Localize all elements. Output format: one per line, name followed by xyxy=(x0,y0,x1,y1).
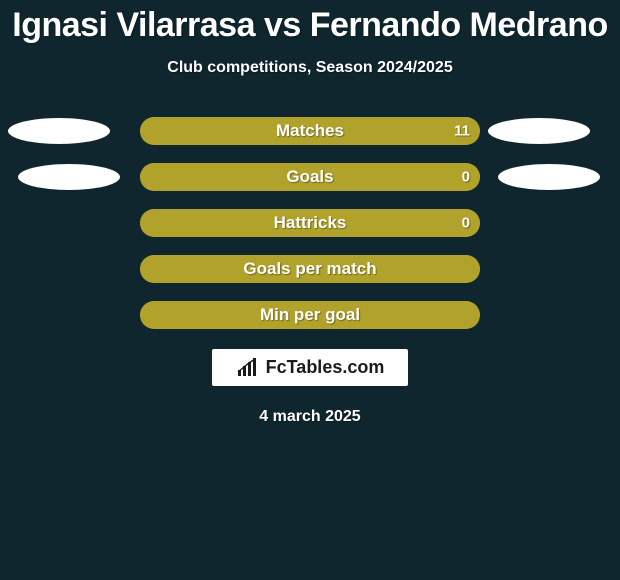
footer-date: 4 march 2025 xyxy=(259,408,360,426)
stat-bar-label: Hattricks xyxy=(274,213,347,233)
logo-box: FcTables.com xyxy=(212,349,409,386)
stat-row: Min per goal xyxy=(0,301,620,329)
logo-text: FcTables.com xyxy=(266,357,385,378)
page-title: Ignasi Vilarrasa vs Fernando Medrano xyxy=(12,6,607,45)
stat-bar-label: Min per goal xyxy=(260,305,360,325)
bars-icon xyxy=(236,358,260,378)
stat-bar-track: Hattricks 0 xyxy=(140,209,480,237)
comparison-infographic: Ignasi Vilarrasa vs Fernando Medrano Clu… xyxy=(0,0,620,580)
stat-bar-label: Goals xyxy=(286,167,333,187)
stat-bar-track: Goals 0 xyxy=(140,163,480,191)
decorative-ellipse xyxy=(488,118,590,144)
stat-bar-label: Matches xyxy=(276,121,344,141)
stat-row: Goals per match xyxy=(0,255,620,283)
stat-bar-track: Goals per match xyxy=(140,255,480,283)
stat-bar-label: Goals per match xyxy=(243,259,376,279)
stat-rows: Matches 11 Goals 0 Hattricks 0 Goals per match… xyxy=(0,117,620,329)
stat-row: Hattricks 0 xyxy=(0,209,620,237)
subtitle: Club competitions, Season 2024/2025 xyxy=(167,59,452,77)
stat-bar-value: 0 xyxy=(462,215,470,232)
stat-row: Matches 11 xyxy=(0,117,620,145)
stat-bar-track: Matches 11 xyxy=(140,117,480,145)
decorative-ellipse xyxy=(8,118,110,144)
stat-bar-track: Min per goal xyxy=(140,301,480,329)
stat-row: Goals 0 xyxy=(0,163,620,191)
stat-bar-value: 11 xyxy=(454,123,470,140)
stat-bar-value: 0 xyxy=(462,169,470,186)
decorative-ellipse xyxy=(18,164,120,190)
decorative-ellipse xyxy=(498,164,600,190)
